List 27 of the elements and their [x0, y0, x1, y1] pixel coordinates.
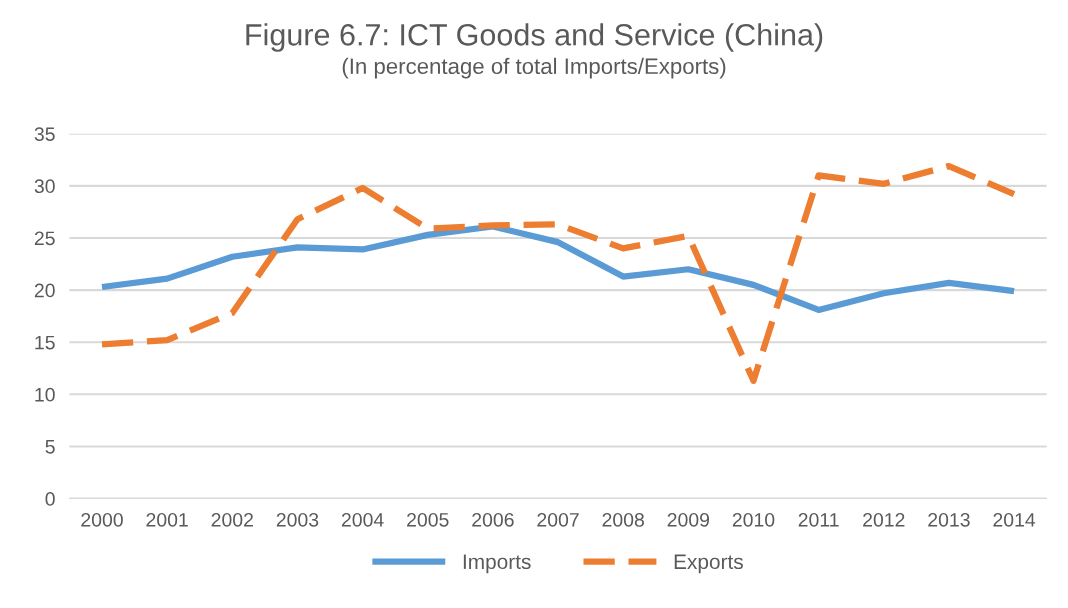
- x-tick-label: 2009: [667, 512, 710, 527]
- x-tick-label: 2001: [146, 512, 188, 527]
- y-tick-label: 25: [34, 231, 55, 246]
- y-tick-label: 15: [35, 335, 55, 350]
- x-tick-label: 2012: [863, 512, 905, 527]
- y-tick-label: 30: [34, 179, 55, 194]
- chart-title: Figure 6.7: ICT Goods and Service (China): [246, 23, 823, 52]
- x-tick-label: 2000: [81, 512, 123, 527]
- x-tick-label: 2008: [602, 512, 644, 527]
- x-tick-label: 2013: [928, 512, 970, 527]
- x-tick-label: 2004: [341, 512, 384, 527]
- x-tick-label: 2003: [276, 512, 319, 527]
- y-tick-label: 0: [45, 492, 55, 506]
- y-tick-label: 20: [34, 283, 55, 298]
- x-tick-label: 2002: [211, 512, 253, 527]
- chart-subtitle: (In percentage of total Imports/Exports): [342, 57, 726, 79]
- y-tick-label: 35: [34, 127, 55, 141]
- x-tick-label: 2007: [537, 512, 579, 527]
- x-tick-label: 2014: [993, 512, 1036, 527]
- x-tick-label: 2005: [407, 512, 449, 527]
- y-tick-label: 5: [45, 440, 55, 454]
- legend-label: Exports: [674, 554, 743, 574]
- y-tick-label: 10: [35, 387, 55, 402]
- x-tick-label: 2010: [732, 512, 775, 527]
- legend-label: Imports: [463, 554, 531, 574]
- x-tick-label: 2011: [798, 512, 839, 527]
- x-tick-label: 2006: [472, 512, 514, 527]
